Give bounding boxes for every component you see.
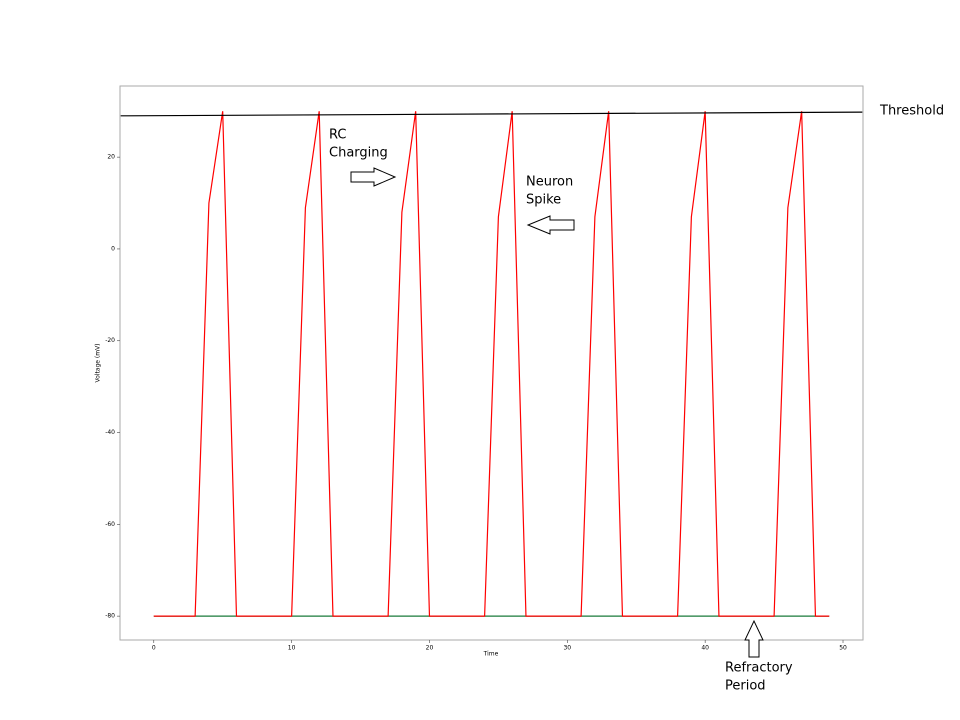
annotation: Spike <box>526 193 561 208</box>
y-tick-label: 20 <box>107 154 115 161</box>
x-tick-label: 40 <box>701 645 709 652</box>
y-tick-label: -80 <box>105 613 115 620</box>
arrow-up <box>744 619 764 658</box>
y-axis-label: Voltage (mV) <box>95 343 102 382</box>
x-tick-label: 50 <box>839 645 847 652</box>
annotation: Refractory <box>725 661 793 676</box>
y-tick-label: -20 <box>105 337 115 344</box>
arrow-left <box>526 215 575 235</box>
annotation: Period <box>725 679 766 694</box>
series-line <box>120 111 863 117</box>
x-tick-label: 10 <box>288 645 296 652</box>
y-tick-label: -40 <box>105 429 115 436</box>
x-tick-label: 30 <box>563 645 571 652</box>
x-tick-label: 0 <box>152 645 156 652</box>
x-axis-label: Time <box>483 651 499 658</box>
y-tick-label: 0 <box>111 245 115 252</box>
annotation: Charging <box>329 146 388 161</box>
x-tick-label: 20 <box>426 645 434 652</box>
arrow-right <box>350 167 397 187</box>
line-label: Threshold <box>879 104 944 119</box>
annotation: RC <box>329 128 346 143</box>
y-tick-label: -60 <box>105 521 115 528</box>
plot-frame <box>119 85 864 641</box>
series-line <box>153 111 830 617</box>
annotation: Neuron <box>526 175 573 190</box>
